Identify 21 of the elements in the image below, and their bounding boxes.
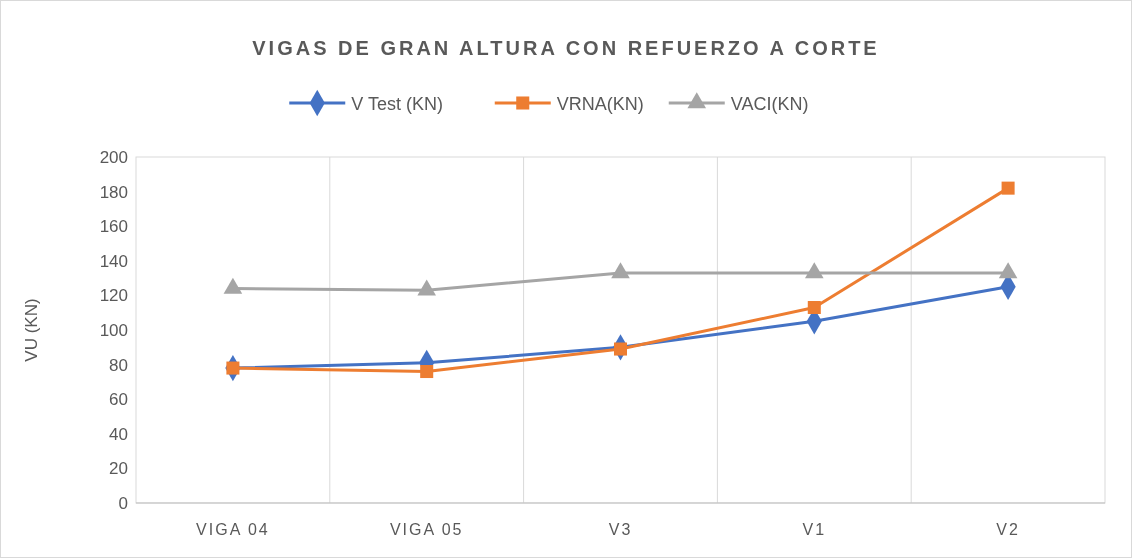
y-tick-label: 180 xyxy=(99,182,128,202)
x-tick-label: V2 xyxy=(996,521,1020,538)
y-tick-label: 80 xyxy=(109,355,128,375)
x-tick-label: V3 xyxy=(608,521,633,538)
y-tick-label: 160 xyxy=(99,217,128,237)
y-tick-label: 60 xyxy=(109,390,128,410)
y-axis-title: VU (KN) xyxy=(22,298,41,362)
y-tick-label: 0 xyxy=(118,494,128,513)
y-tick-label: 40 xyxy=(109,424,128,444)
chart-title: VIGAS DE GRAN ALTURA CON REFUERZO A CORTE xyxy=(252,37,880,59)
legend-label: VACI(KN) xyxy=(730,94,809,114)
legend-label: VRNA(KN) xyxy=(556,94,644,114)
x-tick-label: V1 xyxy=(802,521,827,538)
y-tick-label: 120 xyxy=(99,286,128,306)
y-tick-label: 140 xyxy=(99,251,128,271)
x-tick-label: VIGA 05 xyxy=(389,521,464,538)
y-tick-label: 100 xyxy=(99,321,128,340)
y-tick-label: 20 xyxy=(109,459,128,479)
x-tick-label: VIGA 04 xyxy=(196,521,270,538)
y-tick-label: 200 xyxy=(99,148,128,167)
legend-label: V Test (KN) xyxy=(351,94,443,114)
